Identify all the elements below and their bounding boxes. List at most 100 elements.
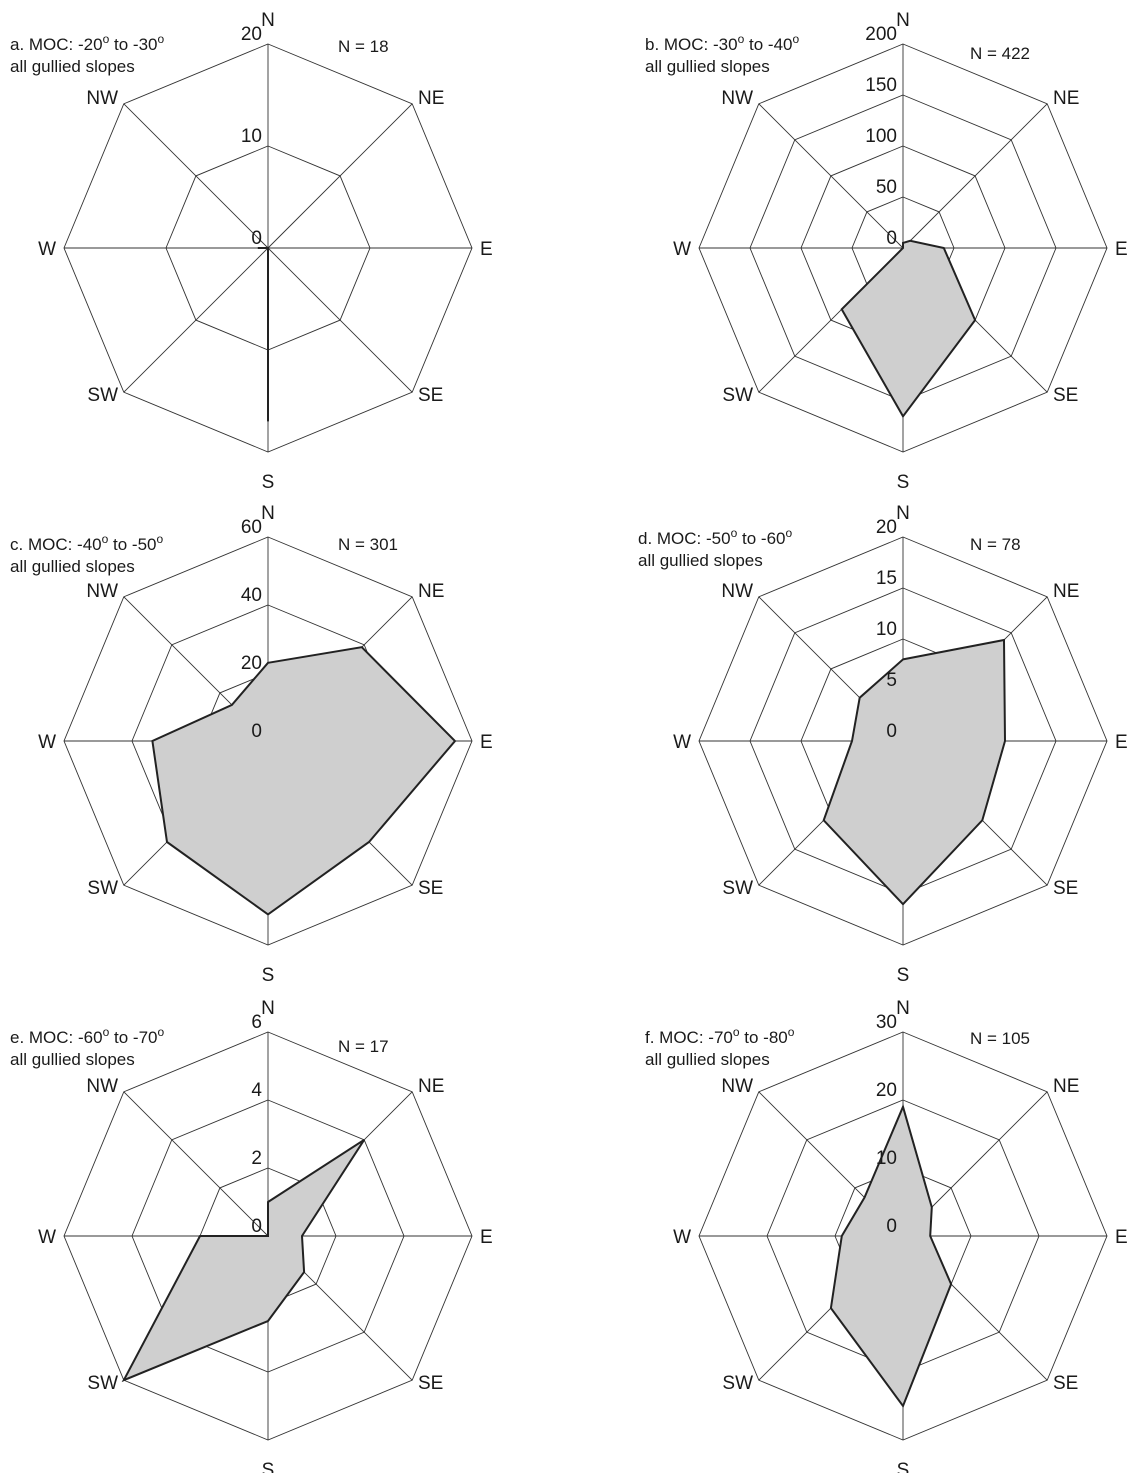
radar-chart-d: 0 5 10 15 20N NE E SE S SW W NW d. MOC: -50o to -60o… [638,503,1128,986]
data-polygon [257,247,269,422]
chart-title: d. MOC: -50o to -60o [638,526,792,548]
direction-label-nw: NW [86,1076,118,1097]
direction-label-n: N [896,998,910,1019]
direction-label-ne: NE [1053,88,1079,109]
direction-label-sw: SW [722,878,753,899]
data-polygon [151,646,457,916]
direction-label-w: W [38,1227,56,1248]
direction-label-w: W [673,239,691,260]
spoke-ne [902,103,1048,249]
direction-label-e: E [1115,732,1128,753]
chart-title: b. MOC: -30o to -40o [645,32,799,54]
direction-label-ne: NE [1053,581,1079,602]
direction-label-sw: SW [722,385,753,406]
direction-label-w: W [38,732,56,753]
direction-label-sw: SW [722,1373,753,1394]
tick-label: 0 [886,1216,897,1237]
radar-chart-a: 0 10 20N NE E SE S SW W NW a. MOC: -20o to -30o all… [10,10,493,493]
direction-label-se: SE [418,1373,443,1394]
chart-subtitle: all gullied slopes [645,57,770,76]
direction-label-sw: SW [87,878,118,899]
tick-label: 10 [876,619,897,640]
sample-count: N = 422 [970,44,1030,63]
tick-label: 0 [886,228,897,249]
tick-label: 5 [886,670,897,691]
direction-label-ne: NE [418,1076,444,1097]
direction-label-s: S [897,1460,910,1473]
direction-label-ne: NE [418,581,444,602]
chart-subtitle: all gullied slopes [10,1050,135,1069]
data-polygon [822,638,1007,906]
tick-label: 20 [241,653,262,674]
radar-chart-f: 0 10 20 30N NE E SE S SW W NW f. MOC: -70o to -80o a… [645,998,1128,1473]
direction-label-n: N [896,10,910,31]
tick-label: 200 [865,24,897,45]
chart-title: a. MOC: -20o to -30o [10,32,164,54]
direction-label-w: W [673,1227,691,1248]
tick-label: 10 [876,1148,897,1169]
data-polygon [840,239,977,419]
data-polygon [829,1103,953,1409]
chart-subtitle: all gullied slopes [10,557,135,576]
spoke-nw [123,1091,269,1237]
direction-label-nw: NW [86,88,118,109]
tick-label: 0 [886,721,897,742]
tick-label: 0 [251,1216,262,1237]
direction-label-s: S [897,472,910,493]
direction-label-se: SE [418,878,443,899]
direction-label-nw: NW [86,581,118,602]
tick-label: 4 [251,1080,262,1101]
tick-label: 20 [876,1080,897,1101]
tick-label: 40 [241,585,262,606]
sample-count: N = 18 [338,37,389,56]
direction-label-se: SE [418,385,443,406]
direction-label-nw: NW [721,581,753,602]
direction-label-s: S [262,472,275,493]
direction-label-n: N [261,998,275,1019]
tick-label: 6 [251,1012,262,1033]
sample-count: N = 78 [970,535,1021,554]
direction-label-sw: SW [87,1373,118,1394]
tick-label: 100 [865,126,897,147]
tick-label: 20 [876,517,897,538]
tick-label: 60 [241,517,262,538]
direction-label-e: E [480,239,493,260]
direction-label-nw: NW [721,88,753,109]
direction-label-w: W [673,732,691,753]
tick-label: 150 [865,75,897,96]
data-polygon [121,1138,366,1383]
spoke-sw [123,247,269,393]
sample-count: N = 301 [338,535,398,554]
direction-label-se: SE [1053,878,1078,899]
radar-chart-e: 0 2 4 6N NE E SE S SW W NW e. MOC: -60o to -70o all … [10,998,493,1473]
sample-count: N = 17 [338,1037,389,1056]
direction-label-e: E [1115,1227,1128,1248]
direction-label-sw: SW [87,385,118,406]
tick-label: 0 [251,721,262,742]
direction-label-e: E [480,732,493,753]
tick-label: 0 [251,228,262,249]
spoke-se [267,247,413,393]
direction-label-se: SE [1053,385,1078,406]
direction-label-s: S [897,965,910,986]
spoke-nw [758,103,904,249]
direction-label-n: N [896,503,910,524]
spoke-ne [267,103,413,249]
direction-label-n: N [261,10,275,31]
tick-label: 15 [876,568,897,589]
radar-chart-c: 0 20 40 60N NE E SE S SW W NW c. MOC: -40o to -50o a… [10,503,493,986]
spoke-nw [123,103,269,249]
direction-label-nw: NW [721,1076,753,1097]
chart-title: c. MOC: -40o to -50o [10,532,164,554]
direction-label-e: E [1115,239,1128,260]
tick-label: 2 [251,1148,262,1169]
chart-subtitle: all gullied slopes [645,1050,770,1069]
direction-label-ne: NE [418,88,444,109]
chart-title: e. MOC: -60o to -70o [10,1025,164,1047]
sample-count: N = 105 [970,1029,1030,1048]
tick-label: 10 [241,126,262,147]
tick-label: 30 [876,1012,897,1033]
tick-label: 50 [876,177,897,198]
